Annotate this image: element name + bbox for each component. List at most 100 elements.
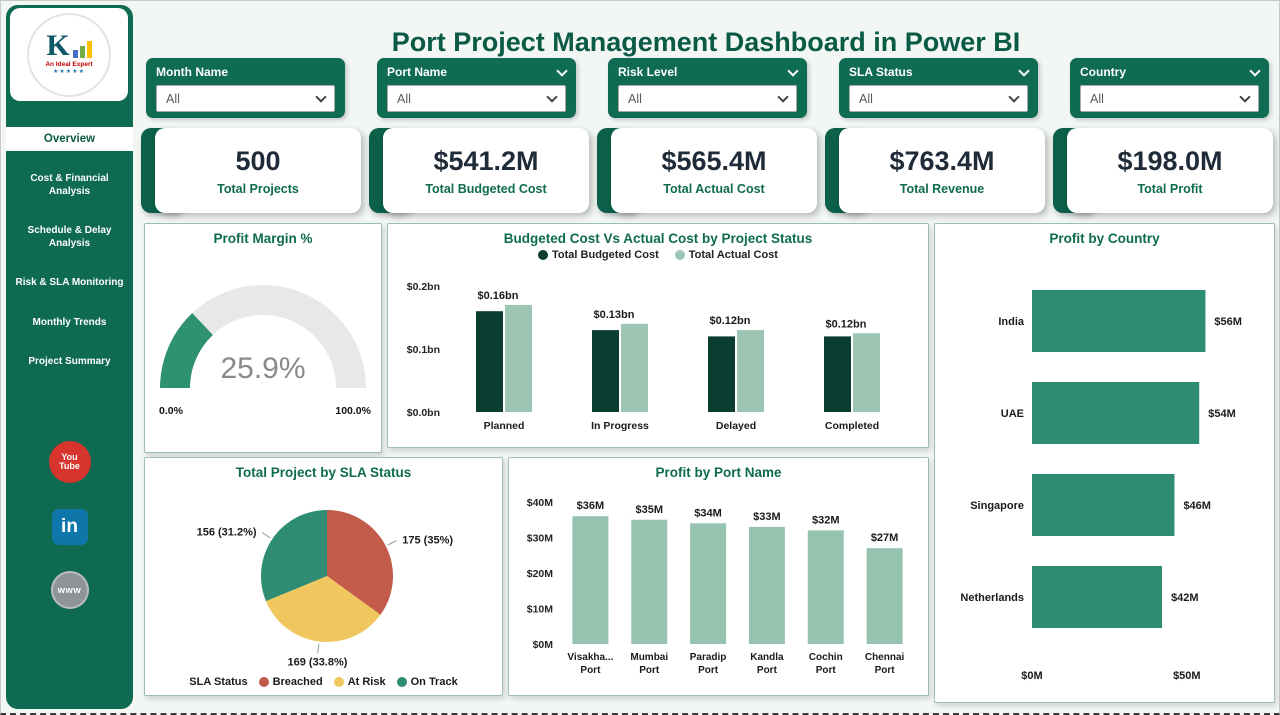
website-label: www	[57, 584, 82, 596]
sidebar-nav: Overview Cost & Financial Analysis Sched…	[6, 127, 133, 374]
svg-text:Port: Port	[816, 665, 837, 676]
slicer-dropdown[interactable]: All	[156, 85, 335, 112]
svg-text:$0.1bn: $0.1bn	[407, 344, 440, 356]
logo-card: K An Ideal Expert ★★★★★	[10, 8, 128, 101]
legend-label: At Risk	[347, 676, 386, 688]
gauge-value: 25.9%	[220, 352, 306, 385]
slicer-dropdown[interactable]: All	[387, 85, 566, 112]
sla-status-pie-chart[interactable]: 175 (35%) 169 (33.8%) 156 (31.2%)	[149, 484, 498, 678]
svg-text:Port: Port	[580, 665, 601, 676]
kpi-value: 500	[235, 145, 281, 176]
social-links: You Tube in www	[6, 441, 133, 609]
slicer-value: All	[166, 91, 180, 106]
svg-text:Planned: Planned	[484, 420, 525, 432]
kpi-card-total-actual-cost: $565.4M Total Actual Cost	[597, 128, 817, 213]
chevron-down-icon	[777, 91, 789, 103]
kpi-label: Total Projects	[217, 181, 299, 196]
slicer-country: Country All	[1070, 58, 1269, 118]
sidebar-item-schedule-delay-analysis[interactable]: Schedule & Delay Analysis	[27, 225, 112, 249]
slicer-dropdown[interactable]: All	[849, 85, 1028, 112]
svg-text:$36M: $36M	[577, 500, 605, 512]
legend-item-on-track[interactable]: On Track	[396, 676, 458, 688]
slicer-dropdown[interactable]: All	[618, 85, 797, 112]
profit-by-country-bar-chart[interactable]: India $56M UAE $54M Singapore $46M Netherlands…	[938, 274, 1270, 694]
gauge-max-label: 100.0%	[335, 405, 371, 417]
legend-item-budgeted[interactable]: Total Budgeted Cost	[538, 249, 659, 261]
chevron-down-icon	[1239, 91, 1251, 103]
svg-text:Port: Port	[639, 665, 660, 676]
slicer-label: Month Name	[156, 65, 228, 79]
sidebar-item-risk-sla-monitoring[interactable]: Risk & SLA Monitoring	[15, 277, 124, 289]
svg-text:$40M: $40M	[527, 497, 554, 509]
legend-item-breached[interactable]: Breached	[258, 676, 323, 688]
card-profit-margin: Profit Margin % 25.9% 0.0% 100.0%	[144, 223, 382, 453]
chevron-down-icon[interactable]	[787, 64, 799, 77]
svg-text:$0.12bn: $0.12bn	[826, 318, 867, 330]
sidebar-item-project-summary[interactable]: Project Summary	[28, 356, 111, 368]
slicer-sla-status: SLA Status All	[839, 58, 1038, 118]
pie-legend: SLA Status Breached At Risk On Track	[145, 676, 502, 688]
gauge-min-label: 0.0%	[159, 405, 183, 417]
card-profit-by-port: Profit by Port Name $0M $10M $20M $30M $40M $…	[508, 457, 929, 696]
kpi-label: Total Profit	[1137, 181, 1203, 196]
svg-text:169 (33.8%): 169 (33.8%)	[288, 656, 348, 668]
slicer-port-name: Port Name All	[377, 58, 576, 118]
card-sla-status: Total Project by SLA Status 175 (35%) 169…	[144, 457, 503, 696]
slicer-dropdown[interactable]: All	[1080, 85, 1259, 112]
legend-label: Total Actual Cost	[688, 249, 778, 261]
legend-item-actual[interactable]: Total Actual Cost	[674, 249, 778, 261]
svg-text:Visakha...: Visakha...	[567, 652, 613, 663]
svg-text:India: India	[998, 316, 1025, 328]
slicer-value: All	[1090, 91, 1104, 106]
kpi-label: Total Revenue	[899, 181, 985, 196]
kpi-label: Total Budgeted Cost	[425, 181, 547, 196]
svg-text:$0.2bn: $0.2bn	[407, 281, 440, 293]
svg-text:$20M: $20M	[527, 568, 554, 580]
legend-item-at-risk[interactable]: At Risk	[333, 676, 386, 688]
chevron-down-icon[interactable]	[1018, 64, 1030, 77]
svg-text:156 (31.2%): 156 (31.2%)	[197, 526, 257, 538]
sidebar-item-monthly-trends[interactable]: Monthly Trends	[32, 316, 107, 328]
svg-text:$56M: $56M	[1214, 316, 1242, 328]
chart-legend: Total Budgeted Cost Total Actual Cost	[388, 249, 928, 261]
svg-text:Kandla: Kandla	[750, 652, 784, 663]
chevron-down-icon	[315, 91, 327, 103]
profit-margin-gauge-chart[interactable]	[145, 260, 381, 412]
chevron-down-icon[interactable]	[556, 64, 568, 77]
page-title: Port Project Management Dashboard in Pow…	[391, 27, 1021, 58]
kpi-value: $541.2M	[433, 145, 539, 176]
brand-letter: K	[46, 29, 70, 62]
legend-label: On Track	[410, 676, 458, 688]
legend-swatch-budgeted	[538, 250, 549, 260]
slicer-label: Port Name	[387, 65, 448, 79]
budget-vs-actual-bar-chart[interactable]: $0.0bn $0.1bn $0.2bn $0.16bn Planned $0.13bn I…	[396, 270, 920, 442]
slicer-label: SLA Status	[849, 65, 913, 79]
kpi-card-total-projects: 500 Total Projects	[141, 128, 361, 213]
linkedin-label: in	[61, 516, 78, 537]
legend-label: Total Budgeted Cost	[552, 249, 659, 261]
profit-by-port-bar-chart[interactable]: $0M $10M $20M $30M $40M $36M Visakha... Port $35…	[515, 488, 922, 688]
chevron-down-icon	[1008, 91, 1020, 103]
chart-title-budget-vs-actual: Budgeted Cost Vs Actual Cost by Project …	[503, 231, 813, 246]
svg-text:Mumbai: Mumbai	[630, 652, 668, 663]
svg-text:$0.13bn: $0.13bn	[594, 309, 635, 321]
svg-text:$0M: $0M	[1021, 670, 1042, 682]
linkedin-icon[interactable]: in	[51, 509, 88, 545]
kpi-card-total-revenue: $763.4M Total Revenue	[825, 128, 1045, 213]
card-profit-by-country: Profit by Country India $56M UAE $54M Singap…	[934, 223, 1275, 703]
kpi-value: $763.4M	[889, 145, 995, 176]
svg-text:$0.12bn: $0.12bn	[710, 315, 751, 327]
svg-text:Port: Port	[757, 665, 778, 676]
youtube-icon[interactable]: You Tube	[48, 441, 91, 483]
sidebar-item-overview[interactable]: Overview	[6, 127, 133, 152]
kpi-value: $565.4M	[661, 145, 767, 176]
kpi-card-total-profit: $198.0M Total Profit	[1053, 128, 1273, 213]
website-globe-icon[interactable]: www	[50, 571, 89, 609]
chevron-down-icon[interactable]	[1249, 64, 1261, 77]
svg-text:$10M: $10M	[527, 604, 554, 616]
youtube-label: You Tube	[59, 451, 80, 471]
legend-swatch-at-risk	[333, 677, 344, 687]
sidebar-item-cost-financial-analysis[interactable]: Cost & Financial Analysis	[30, 173, 109, 197]
brand-caption: An Ideal Expert	[45, 61, 93, 68]
